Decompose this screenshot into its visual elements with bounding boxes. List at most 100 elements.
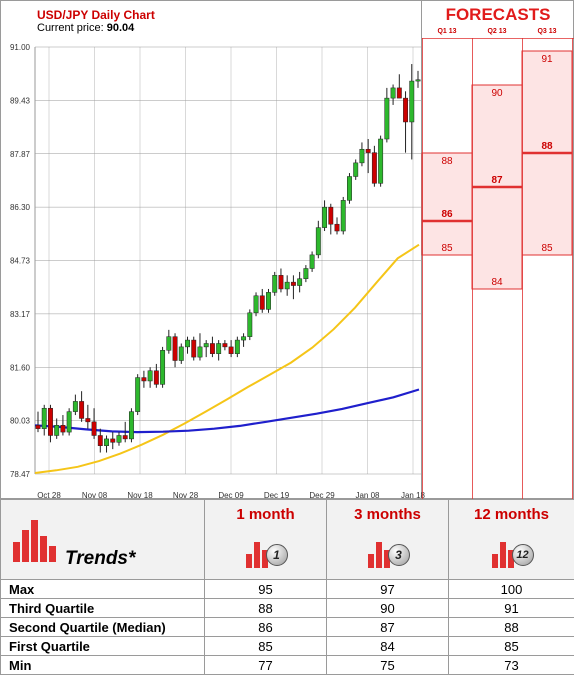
candle-body (340, 200, 346, 232)
candle-body (97, 435, 103, 446)
candle-body (259, 295, 265, 310)
cell-value: 90 (326, 598, 449, 618)
trends-col-label: 12 months (473, 506, 549, 523)
cell-value: 88 (448, 617, 574, 637)
candle-body (415, 79, 421, 82)
candle-body (172, 336, 178, 361)
cell-value: 77 (204, 655, 327, 675)
table-row: Third Quartile 88 90 91 (0, 598, 574, 618)
trends-col-3-months: 3 months 3 (326, 499, 449, 580)
y-tick-label: 87.87 (10, 150, 31, 159)
ma-fast-line (34, 243, 420, 474)
forecast-q1-header: Q1 13 (437, 28, 457, 35)
trends-header-row: Trends* 1 month 1 3 months 3 12 months (0, 499, 574, 580)
cell-value: 85 (204, 636, 327, 656)
candle-body (72, 401, 78, 412)
candle-body (178, 346, 184, 361)
cell-value: 84 (326, 636, 449, 656)
y-tick-label: 81.60 (10, 363, 31, 372)
trends-bar-chart-icon (13, 520, 61, 562)
candle-body (54, 425, 60, 436)
forecast-median-label: 86 (441, 209, 453, 220)
cell-value: 88 (204, 598, 327, 618)
x-tick-label: Dec 09 (218, 491, 244, 499)
candle-body (228, 346, 234, 354)
table-row: First Quartile 85 84 85 (0, 636, 574, 656)
y-tick-label: 89.43 (10, 96, 31, 105)
candle-body (153, 370, 159, 385)
candle-body (322, 206, 328, 228)
forecast-q3-header: Q3 13 (537, 28, 557, 35)
current-price-label: Current price: (37, 22, 107, 34)
bar-chart-icon: 12 (490, 528, 534, 568)
y-tick-label: 86.30 (10, 203, 31, 212)
candle-body (91, 421, 97, 436)
forecast-low-label: 85 (441, 243, 453, 254)
forecast-low-label: 84 (491, 277, 503, 288)
candle-body (290, 281, 296, 286)
candle-body (365, 148, 371, 153)
forecast-median-label: 87 (491, 175, 503, 186)
table-row: Second Quartile (Median) 86 87 88 (0, 617, 574, 637)
period-badge: 12 (511, 544, 534, 566)
candle-body (110, 438, 116, 443)
candle-body (272, 275, 278, 293)
candle-body (203, 343, 209, 348)
cell-value: 73 (448, 655, 574, 675)
y-tick-label: 84.73 (10, 257, 31, 266)
y-tick-label: 83.17 (10, 310, 31, 319)
candle-body (334, 223, 340, 232)
candle-body (390, 87, 396, 99)
candle-body (60, 425, 66, 433)
candle-body (328, 206, 334, 225)
candle-body (122, 435, 128, 440)
candle-body (309, 254, 315, 269)
row-label: Min (0, 655, 205, 675)
cell-value: 91 (448, 598, 574, 618)
candle-body (160, 350, 166, 385)
candle-body (185, 339, 190, 348)
cell-value: 86 (204, 617, 327, 637)
table-row: Max 95 97 100 (0, 579, 574, 599)
cell-value: 100 (448, 579, 574, 599)
y-tick-label: 78.47 (10, 470, 31, 479)
trends-label: Trends* (65, 548, 136, 569)
cell-value: 97 (326, 579, 449, 599)
candle-body (116, 435, 122, 443)
candle-body (241, 336, 247, 341)
y-tick-label: 91.00 (10, 43, 31, 52)
period-badge: 1 (265, 544, 288, 566)
x-tick-label: Dec 29 (309, 491, 335, 499)
candle-body (284, 281, 290, 290)
forecast-low-label: 85 (541, 243, 553, 254)
x-tick-label: Oct 28 (37, 491, 61, 499)
candle-body (85, 418, 91, 423)
candle-body (247, 312, 253, 337)
candle-body (216, 343, 222, 354)
chart-title: USD/JPY Daily Chart (37, 8, 155, 22)
cell-value: 75 (326, 655, 449, 675)
candle-body (79, 401, 85, 419)
candle-body (266, 292, 271, 310)
candle-body (104, 438, 109, 446)
cell-value: 87 (326, 617, 449, 637)
candle-body (222, 343, 228, 348)
bar-chart-icon: 3 (366, 528, 410, 568)
candle-body (66, 411, 72, 433)
forecast-band (421, 152, 473, 256)
row-label: Third Quartile (0, 598, 205, 618)
cell-value: 95 (204, 579, 327, 599)
candle-body (253, 295, 259, 314)
candle-body (147, 370, 153, 382)
bar-chart-icon: 1 (244, 528, 288, 568)
cell-value: 85 (448, 636, 574, 656)
forecast-high-label: 88 (441, 156, 453, 167)
candle-body (278, 275, 284, 290)
candle-body (403, 97, 408, 123)
x-tick-label: Jan 08 (355, 491, 380, 499)
candle-body (197, 346, 203, 358)
x-tick-label: Jan 18 (401, 491, 426, 499)
candle-body (191, 339, 197, 358)
forecast-median-label: 88 (541, 141, 553, 152)
candle-body (303, 268, 309, 279)
